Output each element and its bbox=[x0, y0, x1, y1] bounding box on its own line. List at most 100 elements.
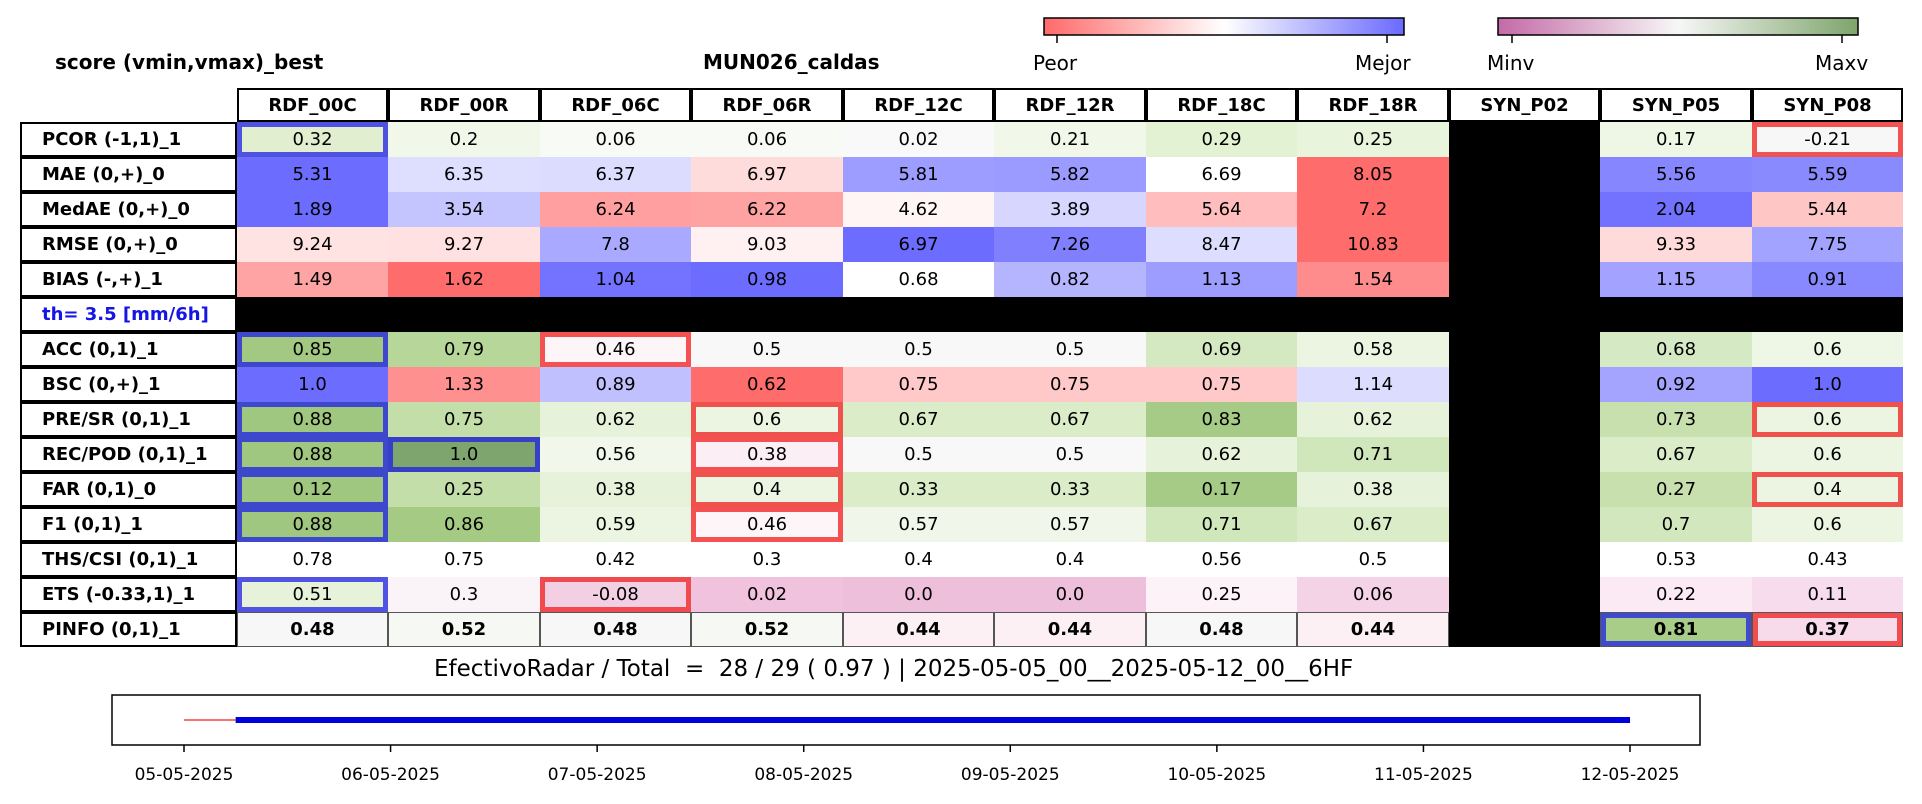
missing-data-cell bbox=[1449, 262, 1600, 297]
column-header: RDF_06C bbox=[540, 88, 691, 122]
heatmap-cell: 5.56 bbox=[1600, 157, 1752, 192]
heatmap-cell: 10.83 bbox=[1297, 227, 1449, 262]
heatmap-cell: 0.44 bbox=[1297, 612, 1449, 647]
heatmap-cell: 0.68 bbox=[1600, 332, 1752, 367]
row-label: BSC (0,+)_1 bbox=[20, 367, 237, 402]
timeline-tick-label: 06-05-2025 bbox=[341, 765, 440, 785]
heatmap-cell: 0.4 bbox=[994, 542, 1146, 577]
heatmap-cell: 0.02 bbox=[691, 577, 843, 612]
value-colorbar bbox=[1497, 17, 1859, 43]
heatmap-cell: 0.0 bbox=[843, 577, 994, 612]
heatmap-cell: 0.51 bbox=[237, 577, 388, 612]
heatmap-cell: 0.98 bbox=[691, 262, 843, 297]
missing-data-cell bbox=[1449, 542, 1600, 577]
heatmap-cell: 0.46 bbox=[540, 332, 691, 367]
heatmap-cell: 0.6 bbox=[1752, 437, 1903, 472]
heatmap-cell: 5.81 bbox=[843, 157, 994, 192]
heatmap-cell: 0.62 bbox=[1146, 437, 1297, 472]
heatmap-cell: 1.13 bbox=[1146, 262, 1297, 297]
heatmap-cell: 0.67 bbox=[1297, 507, 1449, 542]
heatmap-cell: 1.33 bbox=[388, 367, 540, 402]
column-header: RDF_06R bbox=[691, 88, 843, 122]
heatmap-cell: 5.59 bbox=[1752, 157, 1903, 192]
heatmap-cell: 7.75 bbox=[1752, 227, 1903, 262]
row-label: MedAE (0,+)_0 bbox=[20, 192, 237, 227]
heatmap-cell: 1.49 bbox=[237, 262, 388, 297]
heatmap-cell: 0.91 bbox=[1752, 262, 1903, 297]
heatmap-cell: 1.0 bbox=[237, 367, 388, 402]
row-label: BIAS (-,+)_1 bbox=[20, 262, 237, 297]
threshold-separator-bar bbox=[237, 297, 1903, 332]
heatmap-cell: 1.89 bbox=[237, 192, 388, 227]
heatmap-cell: 0.62 bbox=[540, 402, 691, 437]
heatmap-cell: -0.08 bbox=[540, 577, 691, 612]
heatmap-cell: 0.88 bbox=[237, 507, 388, 542]
heatmap-cell: 0.38 bbox=[540, 472, 691, 507]
heatmap-cell: 0.25 bbox=[388, 472, 540, 507]
heatmap-cell: 5.82 bbox=[994, 157, 1146, 192]
heatmap-cell: 0.48 bbox=[1146, 612, 1297, 647]
threshold-label: th= 3.5 [mm/6h] bbox=[20, 297, 237, 332]
heatmap-cell: 1.14 bbox=[1297, 367, 1449, 402]
heatmap-cell: 1.54 bbox=[1297, 262, 1449, 297]
value-colorbar-max-label: Maxv bbox=[1815, 51, 1869, 75]
row-label: PINFO (0,1)_1 bbox=[20, 612, 237, 647]
missing-data-cell bbox=[1449, 612, 1600, 647]
heatmap-cell: 0.22 bbox=[1600, 577, 1752, 612]
missing-data-cell bbox=[1449, 157, 1600, 192]
heatmap-cell: 0.43 bbox=[1752, 542, 1903, 577]
column-header: RDF_00R bbox=[388, 88, 540, 122]
heatmap-cell: 0.21 bbox=[994, 122, 1146, 157]
heatmap-cell: 6.37 bbox=[540, 157, 691, 192]
row-label: PRE/SR (0,1)_1 bbox=[20, 402, 237, 437]
heatmap-cell: 1.0 bbox=[388, 437, 540, 472]
row-label: PCOR (-1,1)_1 bbox=[20, 122, 237, 157]
column-header: RDF_18R bbox=[1297, 88, 1449, 122]
heatmap-cell: 0.53 bbox=[1600, 542, 1752, 577]
column-header: RDF_12R bbox=[994, 88, 1146, 122]
heatmap-cell: 0.67 bbox=[1600, 437, 1752, 472]
heatmap-cell: 0.48 bbox=[540, 612, 691, 647]
heatmap-cell: 0.25 bbox=[1146, 577, 1297, 612]
heatmap-cell: 0.5 bbox=[994, 332, 1146, 367]
missing-data-cell bbox=[1449, 437, 1600, 472]
heatmap-cell: 0.86 bbox=[388, 507, 540, 542]
heatmap-cell: 0.5 bbox=[843, 332, 994, 367]
missing-data-cell bbox=[1449, 192, 1600, 227]
heatmap-cell: 0.75 bbox=[843, 367, 994, 402]
heatmap-cell: 0.44 bbox=[843, 612, 994, 647]
heatmap-cell: 0.17 bbox=[1146, 472, 1297, 507]
skill-colorbar-max-label: Mejor bbox=[1355, 51, 1411, 75]
missing-data-cell bbox=[1449, 332, 1600, 367]
heatmap-cell: 1.0 bbox=[1752, 367, 1903, 402]
heatmap-cell: 0.6 bbox=[1752, 507, 1903, 542]
heatmap-cell: 4.62 bbox=[843, 192, 994, 227]
heatmap-cell: 0.38 bbox=[1297, 472, 1449, 507]
heatmap-cell: 6.35 bbox=[388, 157, 540, 192]
heatmap-cell: 0.75 bbox=[388, 402, 540, 437]
heatmap-cell: 0.89 bbox=[540, 367, 691, 402]
heatmap-cell: 7.2 bbox=[1297, 192, 1449, 227]
row-label: FAR (0,1)_0 bbox=[20, 472, 237, 507]
heatmap-cell: 1.62 bbox=[388, 262, 540, 297]
timeline-chart: 05-05-2025 06-05-2025 07-05-2025 08-05-2025… bbox=[111, 694, 1701, 785]
heatmap-cell: 0.78 bbox=[237, 542, 388, 577]
heatmap-cell: 0.33 bbox=[843, 472, 994, 507]
heatmap-cell: 0.11 bbox=[1752, 577, 1903, 612]
missing-data-cell bbox=[1449, 367, 1600, 402]
heatmap-cell: 0.85 bbox=[237, 332, 388, 367]
heatmap-cell: 0.57 bbox=[843, 507, 994, 542]
heatmap-cell: 0.44 bbox=[994, 612, 1146, 647]
heatmap-cell: 0.6 bbox=[1752, 402, 1903, 437]
heatmap-cell: 0.33 bbox=[994, 472, 1146, 507]
heatmap-cell: 6.97 bbox=[691, 157, 843, 192]
heatmap-cell: 0.82 bbox=[994, 262, 1146, 297]
row-label: ACC (0,1)_1 bbox=[20, 332, 237, 367]
heatmap-cell: 0.42 bbox=[540, 542, 691, 577]
heatmap-cell: 0.62 bbox=[1297, 402, 1449, 437]
row-label: RMSE (0,+)_0 bbox=[20, 227, 237, 262]
heatmap-cell: 0.48 bbox=[237, 612, 388, 647]
missing-data-cell bbox=[1449, 227, 1600, 262]
heatmap-cell: 0.56 bbox=[1146, 542, 1297, 577]
heatmap-cell: 0.4 bbox=[1752, 472, 1903, 507]
